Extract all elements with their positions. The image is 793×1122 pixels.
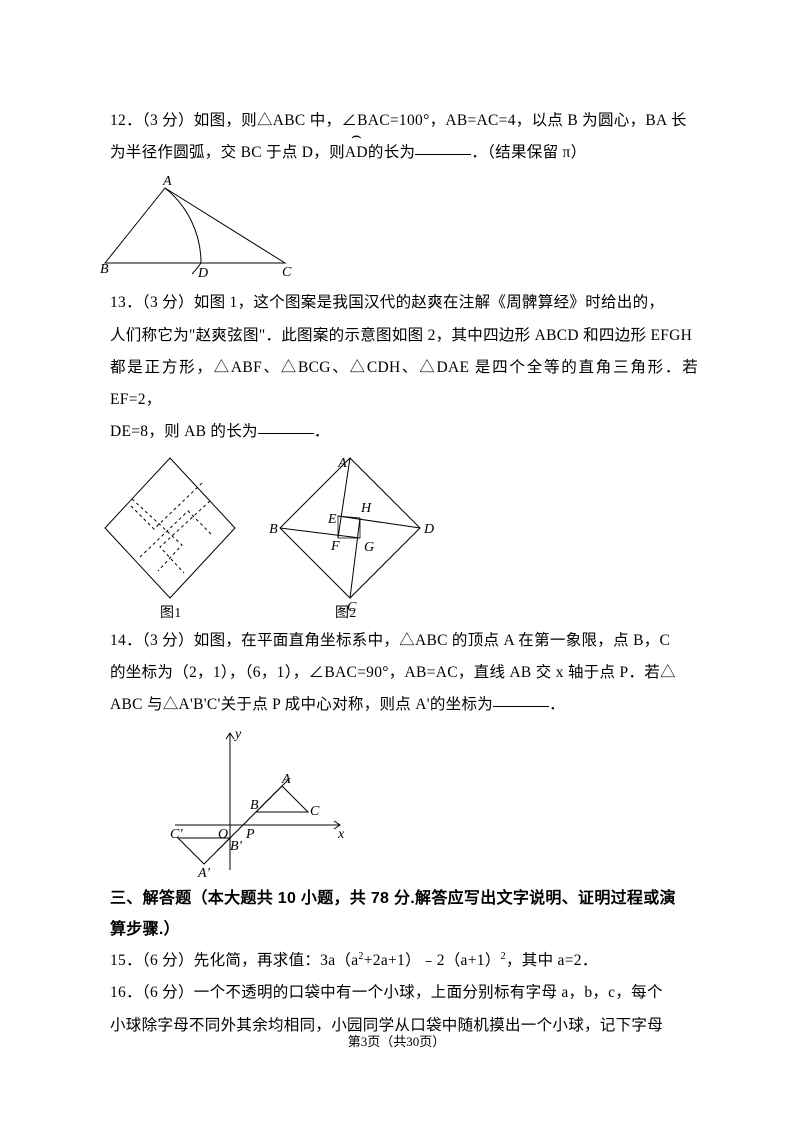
q16-line1: 16．（6 分）一个不透明的口袋中有一个小球，上面分别标有字母 a，b，c，每个 [110,977,698,1009]
svg-text:B: B [269,522,278,537]
svg-text:图2: 图2 [335,606,357,621]
q12-figure: A B C D [100,173,698,283]
svg-text:D: D [197,266,208,281]
svg-text:A: A [337,456,347,471]
svg-text:H: H [360,501,372,516]
q14-figure: y x O A B C P A' B' C' [170,725,698,880]
svg-text:图1: 图1 [160,606,182,621]
q13-line1: 13．（3 分）如图 1，这个图案是我国汉代的赵爽在注解《周髀算经》时给出的， [110,287,698,319]
svg-text:G: G [364,540,374,555]
q12-blank [415,140,471,155]
svg-text:E: E [327,512,337,527]
q13-line3: 都是正方形，△ABF、△BCG、△CDH、△DAE 是四个全等的直角三角形．若 … [110,352,698,416]
q13-figure: 图1 A B C D E F [100,453,698,621]
svg-text:A': A' [197,866,211,880]
svg-text:P: P [245,827,255,842]
svg-text:C: C [282,265,292,280]
svg-text:C: C [310,804,320,819]
section3-line1: 三、解答题（本大题共 10 小题，共 78 分.解答应写出文字说明、证明过程或演 [110,884,698,914]
arc-ad: AD [345,137,368,169]
svg-text:B: B [100,262,109,277]
svg-text:A: A [162,174,172,189]
svg-text:B': B' [230,839,243,854]
svg-text:O: O [218,827,228,842]
q14-blank [493,692,549,707]
q12-line1: 12．（3 分）如图，则△ABC 中，∠BAC=100°，AB=AC=4，以点 … [110,105,698,137]
q14-line1: 14．（3 分）如图，在平面直角坐标系中，△ABC 的顶点 A 在第一象限，点 … [110,625,698,657]
q14-line3: ABC 与△A'B'C'关于点 P 成中心对称，则点 A'的坐标为． [110,689,698,721]
svg-text:x: x [337,827,345,842]
svg-text:B: B [250,798,259,813]
page-footer: 第3页（共30页） [0,1031,793,1050]
svg-text:D: D [423,522,434,537]
q12-line2: 为半径作圆弧，交 BC 于点 D，则AD的长为．（结果保留 π） [110,137,698,169]
q15-text: 15．（6 分）先化简，再求值：3a（a2+2a+1）﹣2（a+1）2，其中 a… [110,945,698,977]
svg-text:F: F [330,539,340,554]
q13-line4: DE=8，则 AB 的长为． [110,416,698,448]
svg-text:A: A [281,772,291,787]
svg-text:y: y [233,727,242,742]
q13-blank [258,419,314,434]
svg-text:C': C' [170,827,184,842]
q13-line2: 人们称它为"赵爽弦图"．此图案的示意图如图 2，其中四边形 ABCD 和四边形 … [110,320,698,352]
section3-line2: 算步骤.） [110,915,698,945]
q14-line2: 的坐标为（2，1），（6，1），∠BAC=90°，AB=AC，直线 AB 交 x… [110,657,698,689]
